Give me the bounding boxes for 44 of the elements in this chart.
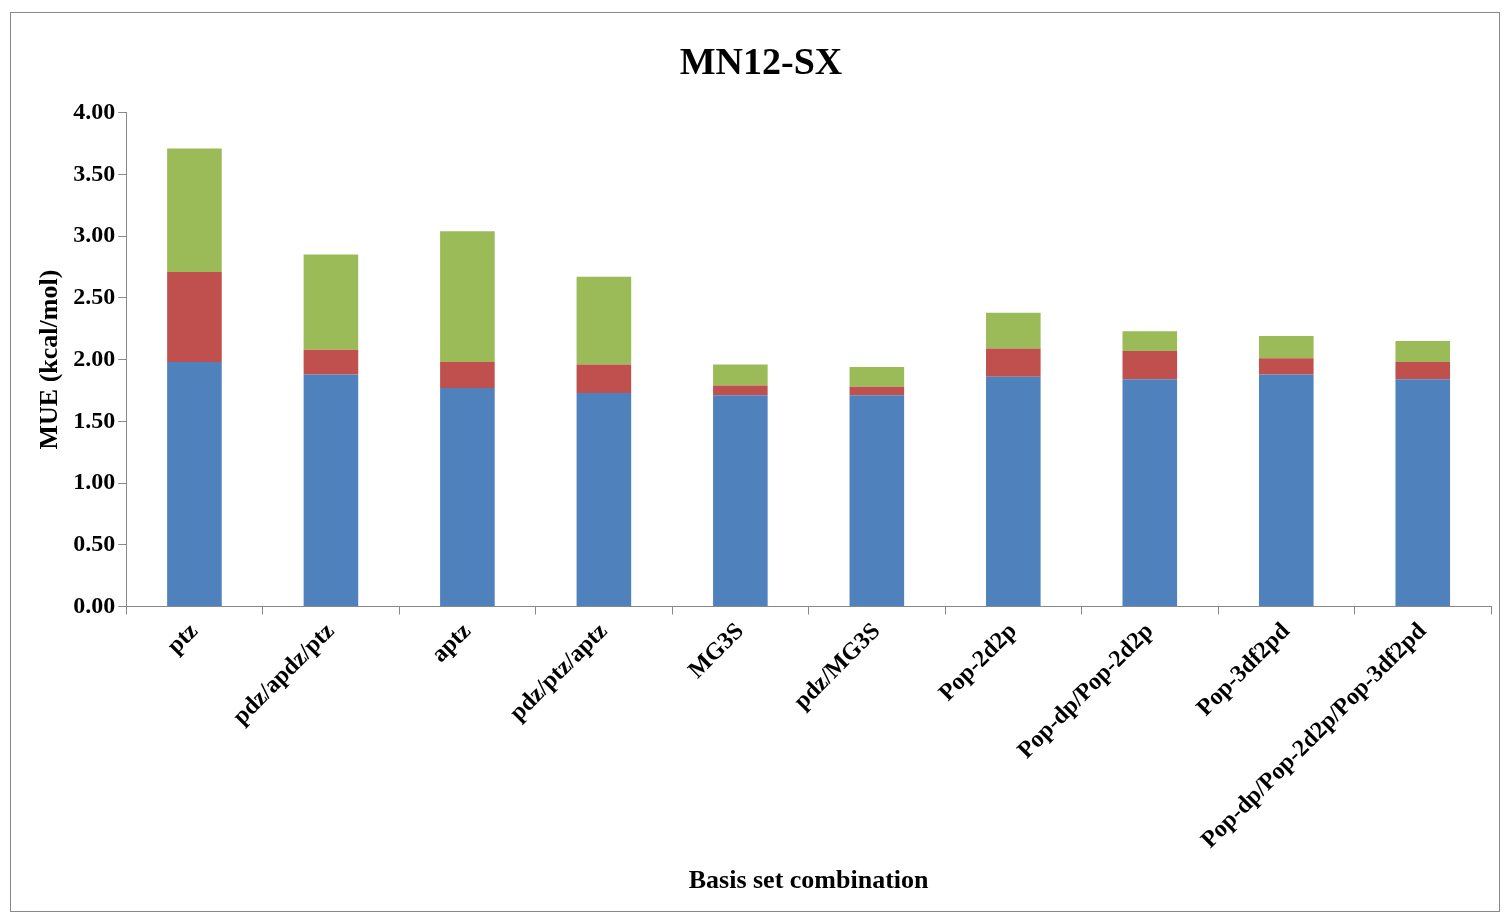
y-tick-label: 0.50 xyxy=(73,529,116,556)
chart-title: MN12-SX xyxy=(679,39,843,82)
y-tick-label: 1.00 xyxy=(73,468,116,495)
y-axis-title: MUE (kcal/mol) xyxy=(34,269,64,450)
bar xyxy=(713,364,768,386)
bar xyxy=(1122,331,1178,351)
y-tick-label: 3.50 xyxy=(73,159,116,186)
bar xyxy=(303,254,359,350)
bar xyxy=(986,312,1041,349)
x-tick-label: ptz xyxy=(161,617,203,659)
bar xyxy=(1395,341,1451,363)
y-tick-label: 3.00 xyxy=(73,221,116,248)
bar xyxy=(986,376,1041,607)
x-tick-label: aptz xyxy=(425,617,476,667)
bar xyxy=(1122,350,1178,380)
y-tick-label: 2.00 xyxy=(73,344,116,371)
bar xyxy=(849,395,905,607)
bar xyxy=(303,374,359,607)
bar xyxy=(576,364,632,393)
y-tick-label: 2.50 xyxy=(73,283,116,310)
bar xyxy=(1395,379,1451,607)
bar xyxy=(1395,362,1451,380)
bar xyxy=(167,362,222,607)
bar xyxy=(576,276,632,365)
x-axis-title: Basis set combination xyxy=(688,865,930,895)
y-tick-label: 0.00 xyxy=(73,591,116,618)
y-tick-label: 1.50 xyxy=(73,406,116,433)
bar xyxy=(440,387,495,607)
bar xyxy=(1258,358,1314,375)
bar xyxy=(1258,336,1314,359)
bar xyxy=(1122,379,1178,607)
y-tick-label: 4.00 xyxy=(73,97,116,124)
bar xyxy=(986,348,1041,377)
bar xyxy=(303,349,359,375)
bar xyxy=(713,395,768,607)
bar xyxy=(167,271,222,363)
bar xyxy=(167,148,222,272)
bar xyxy=(576,392,632,607)
bar xyxy=(849,386,905,396)
bar xyxy=(713,385,768,396)
bar xyxy=(440,362,495,388)
bar xyxy=(1258,374,1314,607)
bar xyxy=(440,231,495,363)
bar xyxy=(849,366,905,387)
